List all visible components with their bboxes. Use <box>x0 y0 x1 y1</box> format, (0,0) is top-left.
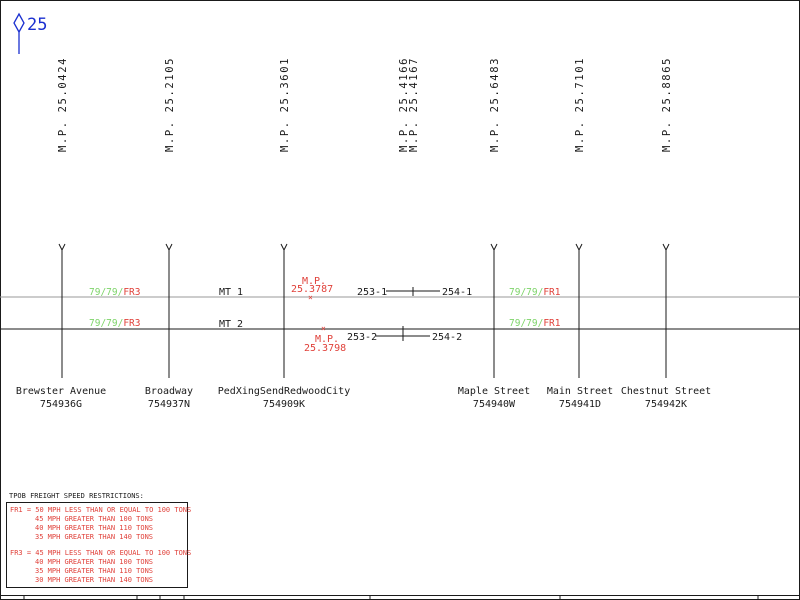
crossing-line-broadway <box>165 243 173 378</box>
speed-green: 79/79/ <box>509 287 543 298</box>
mp-marker-label: M.P. <box>302 276 326 287</box>
milepost-label: M.P. 25.4166 <box>398 57 410 152</box>
milepost-label: M.P. 25.3601 <box>279 57 291 152</box>
signal-label: 254-2 <box>432 332 462 343</box>
freight-speed-legend: TPOB FREIGHT SPEED RESTRICTIONS: FR1 = 5… <box>6 492 191 588</box>
speed-red: FR3 <box>123 287 140 298</box>
mp-marker-value: 25.3798 <box>304 343 346 354</box>
speed-mt1-right: 79/79/FR1 <box>509 287 561 298</box>
speed-red: FR1 <box>543 318 560 329</box>
legend-line: 40 MPH GREATER THAN 100 TONS <box>35 558 153 566</box>
x-mark-icon: × <box>321 324 326 333</box>
legend-line: FR1 = 50 MPH LESS THAN OR EQUAL TO 100 T… <box>10 506 191 514</box>
crossing-lines <box>58 243 670 378</box>
crossing-name: Brewster Avenue <box>16 386 106 397</box>
speed-green: 79/79/ <box>509 318 543 329</box>
milepost-labels: M.P. 25.0424 M.P. 25.2105 M.P. 25.3601 M… <box>57 57 673 152</box>
crossing-labels: Brewster Avenue 754936G Broadway 754937N… <box>16 386 711 410</box>
diamond-icon <box>13 12 25 34</box>
crossing-name: Chestnut Street <box>621 386 711 397</box>
crossing-id: 754936G <box>40 399 82 410</box>
speed-green: 79/79/ <box>89 318 123 329</box>
track-label-mt1: MT 1 <box>219 287 243 298</box>
legend-line: FR3 = 45 MPH LESS THAN OR EQUAL TO 100 T… <box>10 549 191 557</box>
legend-title: TPOB FREIGHT SPEED RESTRICTIONS: <box>9 492 144 500</box>
speed-mt2-left: 79/79/FR3 <box>89 318 141 329</box>
title-block-strip <box>0 595 800 600</box>
speed-green: 79/79/ <box>89 287 123 298</box>
crossing-id: 754937N <box>148 399 190 410</box>
crossing-name: PedXingSendRedwoodCity <box>218 386 350 397</box>
crossing-id: 754942K <box>645 399 687 410</box>
speed-mt2-right: 79/79/FR1 <box>509 318 561 329</box>
mp-marker-2: × M.P. 25.3798 <box>304 324 346 354</box>
signal-pair-2: 253-2 254-2 <box>347 326 462 343</box>
crossing-name: Maple Street <box>458 386 530 397</box>
speed-mt1-left: 79/79/FR3 <box>89 287 141 298</box>
legend-line: 35 MPH GREATER THAN 140 TONS <box>35 533 153 541</box>
crossing-id: 754909K <box>263 399 305 410</box>
signal-label: 254-1 <box>442 287 472 298</box>
crossing-name: Main Street <box>547 386 613 397</box>
signal-label: 253-2 <box>347 332 377 343</box>
crossing-line-pedxing <box>280 243 288 378</box>
milepost-marker-label: 25 <box>27 15 47 35</box>
milepost-label: M.P. 25.6483 <box>489 57 501 152</box>
crossing-line-maple <box>490 243 498 378</box>
crossing-line-main <box>575 243 583 378</box>
legend-line: 45 MPH GREATER THAN 100 TONS <box>35 515 153 523</box>
signal-label: 253-1 <box>357 287 387 298</box>
milepost-marker: 25 <box>13 12 47 54</box>
signal-pair-1: 253-1 254-1 <box>357 287 472 298</box>
crossing-name: Broadway <box>145 386 193 397</box>
speed-red: FR1 <box>543 287 560 298</box>
speed-red: FR3 <box>123 318 140 329</box>
x-mark-icon: × <box>308 293 313 302</box>
legend-line: 30 MPH GREATER THAN 140 TONS <box>35 576 153 584</box>
mp-marker-1: M.P. 25.3787 × <box>291 276 333 302</box>
crossing-line-brewster <box>58 243 66 378</box>
mp-marker-value: 25.3787 <box>291 284 333 295</box>
crossing-id: 754941D <box>559 399 601 410</box>
legend-line: 40 MPH GREATER THAN 110 TONS <box>35 524 153 532</box>
crossing-id: 754940W <box>473 399 516 410</box>
milepost-label: M.P. 25.0424 <box>57 57 69 152</box>
legend-box <box>6 502 188 588</box>
milepost-label: M.P. 25.8865 <box>661 57 673 152</box>
milepost-label: M.P. 25.4167 <box>408 57 420 152</box>
milepost-label: M.P. 25.2105 <box>164 57 176 152</box>
legend-line: 35 MPH GREATER THAN 110 TONS <box>35 567 153 575</box>
track-label-mt2: MT 2 <box>219 319 243 330</box>
mp-marker-label: M.P. <box>315 334 339 345</box>
milepost-label: M.P. 25.7101 <box>574 57 586 152</box>
crossing-line-chestnut <box>662 243 670 378</box>
